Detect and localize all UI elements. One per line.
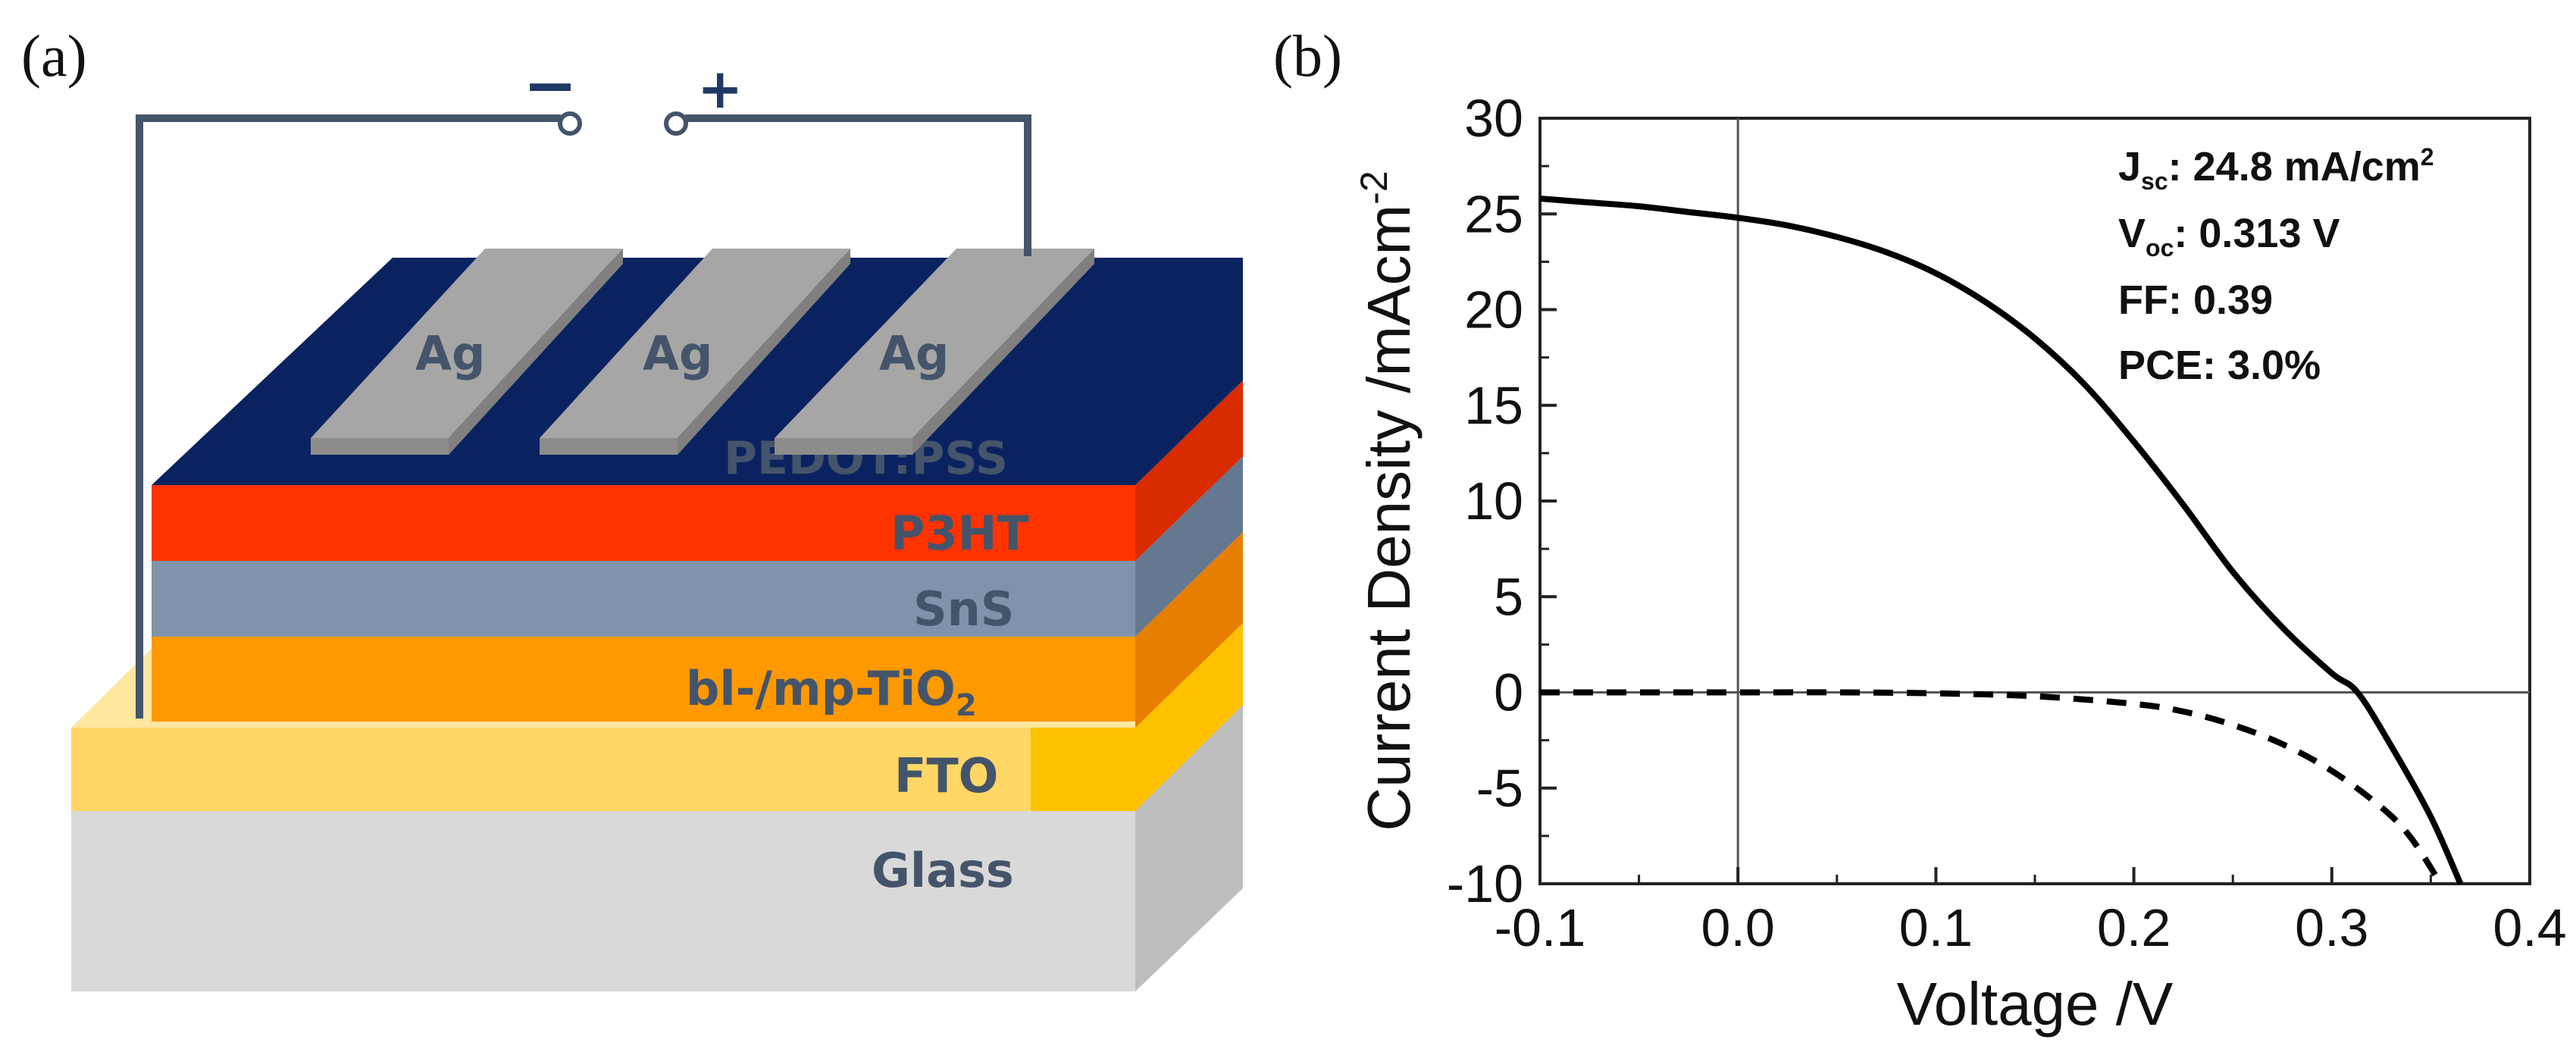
x-tick-label: 0.3 xyxy=(2295,898,2368,957)
device-schematic: (a) Glass FTO bl-/mp-TiO2 SnS xyxy=(21,23,1243,991)
ag-electrode-1-side xyxy=(449,249,623,455)
sns-side xyxy=(1135,456,1243,637)
ag-electrode-2-side xyxy=(678,249,850,455)
ag-electrode-2-label: Ag xyxy=(643,326,712,381)
annotation-jsc: Jsc: 24.8 mA/cm2 xyxy=(2118,143,2434,195)
ag-electrode-3-top xyxy=(775,249,1094,438)
jv-chart: (b) -0.1 0.0 0.1 0.2 0.3 0.4 -10 -5 0 5 10 15 20 25 30… xyxy=(1273,23,2567,1038)
positive-wire xyxy=(685,114,1031,256)
jsc-value: : 24.8 mA/cm xyxy=(2168,144,2421,189)
series-light-curve xyxy=(1539,196,2464,885)
jsc-symbol: J xyxy=(2118,144,2141,189)
ag-electrode-2-top xyxy=(540,249,850,438)
voc-symbol: V xyxy=(2118,211,2146,256)
y-tick-label: 0 xyxy=(1494,663,1523,722)
voc-value: : 0.313 V xyxy=(2174,211,2340,256)
ag-electrode-3-side xyxy=(912,249,1094,455)
axis-tick-labels: -0.1 0.0 0.1 0.2 0.3 0.4 -10 -5 0 5 10 15 20 25 30 xyxy=(1447,89,2567,957)
external-circuit: − + xyxy=(136,48,1031,719)
ag-electrode-2-front xyxy=(540,438,678,455)
x-axis-title: Voltage /V xyxy=(1897,970,2174,1038)
y-axis-title-main: Current Density /mAcm xyxy=(1355,205,1423,831)
y-axis-title: Current Density /mAcm-2 xyxy=(1353,171,1423,831)
y-tick-label: 5 xyxy=(1494,567,1523,626)
sns-label: SnS xyxy=(913,581,1014,637)
tio2-label-main: bl-/mp-TiO xyxy=(686,661,956,716)
tio2-label: bl-/mp-TiO2 xyxy=(686,661,977,723)
p3ht-side xyxy=(1135,380,1243,561)
fto-front xyxy=(71,728,1135,811)
y-tick-label: 20 xyxy=(1464,280,1523,340)
x-tick-label: -0.1 xyxy=(1495,898,1586,957)
y-tick-label: 15 xyxy=(1464,376,1523,435)
performance-annotations: Jsc: 24.8 mA/cm2 Voc: 0.313 V FF: 0.39 P… xyxy=(2118,143,2434,388)
tio2-layer: bl-/mp-TiO2 xyxy=(152,532,1243,728)
negative-wire xyxy=(136,114,561,719)
reference-lines xyxy=(1540,118,2530,884)
ag-electrode-3-front xyxy=(775,438,912,455)
fto-side xyxy=(1135,623,1243,811)
jsc-subscript: sc xyxy=(2141,168,2168,195)
glass-front xyxy=(71,811,1135,991)
ag-electrode-1: Ag xyxy=(311,249,623,455)
x-tick-label: 0.2 xyxy=(2097,898,2171,957)
y-tick-label: 25 xyxy=(1464,184,1523,243)
tio2-side xyxy=(1135,532,1243,728)
ag-electrode-3: Ag xyxy=(775,249,1094,455)
positive-terminal xyxy=(664,111,688,136)
data-series xyxy=(1539,196,2464,886)
p3ht-front xyxy=(152,485,1135,561)
axis-ticks xyxy=(1538,117,2531,885)
panel-b-label: (b) xyxy=(1273,23,1342,89)
y-tick-label: 10 xyxy=(1464,471,1523,531)
ag-electrode-2: Ag xyxy=(540,249,850,455)
fto-label: FTO xyxy=(894,748,998,803)
ag-electrode-3-label: Ag xyxy=(879,326,949,381)
fto-exposed-edge xyxy=(1031,728,1135,811)
x-tick-label: 0.4 xyxy=(2493,898,2566,957)
y-tick-label: 30 xyxy=(1464,89,1523,148)
positive-sign: + xyxy=(697,57,743,121)
plot-frame xyxy=(1538,117,2531,885)
x-tick-label: 0.1 xyxy=(1899,898,1973,957)
annotation-pce: PCE: 3.0% xyxy=(2118,343,2321,388)
ag-electrode-1-top xyxy=(311,249,623,438)
tio2-front xyxy=(152,637,1135,722)
p3ht-layer: P3HT xyxy=(152,380,1243,561)
voc-subscript: oc xyxy=(2146,234,2174,261)
sns-front xyxy=(152,561,1135,637)
ag-electrode-1-front xyxy=(311,438,449,455)
annotation-voc: Voc: 0.313 V xyxy=(2118,211,2340,261)
ag-electrode-1-label: Ag xyxy=(415,326,485,381)
negative-terminal xyxy=(558,111,582,136)
series-dark-curve xyxy=(1539,689,2443,886)
glass-layer: Glass xyxy=(71,661,1243,991)
negative-sign: − xyxy=(523,48,577,124)
glass-label: Glass xyxy=(872,843,1014,898)
tio2-label-subscript: 2 xyxy=(956,688,977,723)
y-axis-title-superscript: -2 xyxy=(1353,171,1395,204)
jsc-superscript: 2 xyxy=(2421,143,2434,171)
panel-a-label: (a) xyxy=(21,23,87,89)
sns-layer: SnS xyxy=(152,456,1243,637)
y-tick-label: -5 xyxy=(1476,759,1523,818)
x-tick-label: 0.0 xyxy=(1701,898,1775,957)
y-tick-label: -10 xyxy=(1447,854,1523,913)
annotation-ff: FF: 0.39 xyxy=(2118,277,2273,323)
p3ht-label: P3HT xyxy=(890,506,1029,561)
